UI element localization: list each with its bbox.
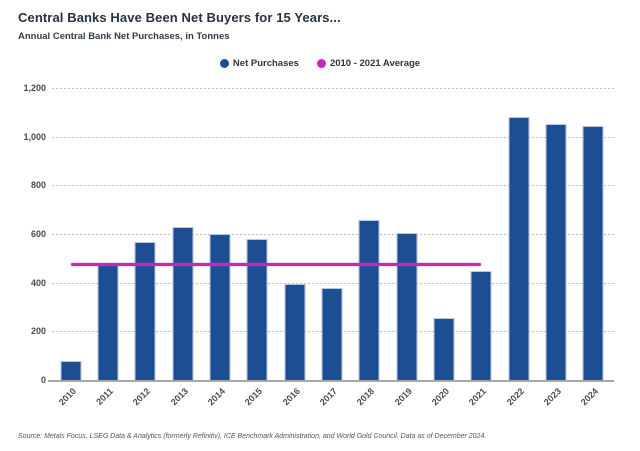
bar-2013 <box>172 226 194 380</box>
x-tick-label-2014: 2014 <box>205 386 228 408</box>
bar-2010 <box>60 360 82 380</box>
gridline <box>52 234 614 235</box>
bar-2023 <box>545 124 567 380</box>
legend-label: 2010 - 2021 Average <box>329 58 421 69</box>
x-tick-label-2023: 2023 <box>541 386 564 408</box>
x-tick-label-2013: 2013 <box>168 386 190 408</box>
x-tick-label-2024: 2024 <box>579 386 601 408</box>
bar-2012 <box>134 241 156 380</box>
bar-2022 <box>508 116 530 380</box>
legend-label: Net Purchases <box>232 58 299 69</box>
bar-2020 <box>433 317 455 380</box>
bar-2015 <box>246 238 268 380</box>
x-tick-label-2010: 2010 <box>56 386 78 408</box>
x-tick-label-2018: 2018 <box>355 386 377 408</box>
y-tick-label: 200 <box>30 326 46 337</box>
legend: Net Purchases 2010 - 2021 Average <box>0 58 640 69</box>
gridline <box>52 136 614 138</box>
x-tick-label-2017: 2017 <box>317 386 340 408</box>
source-note: Source: Metals Focus, LSEG Data & Analyt… <box>18 433 487 440</box>
y-tick-label: 600 <box>30 229 46 239</box>
y-tick-label: 800 <box>30 180 46 191</box>
bar-2024 <box>582 125 604 380</box>
x-tick-label-2020: 2020 <box>429 386 452 408</box>
gridline <box>52 88 614 89</box>
x-tick-label-2012: 2012 <box>131 386 153 408</box>
x-tick-label-2021: 2021 <box>467 386 489 408</box>
chart-subtitle: Annual Central Bank Net Purchases, in To… <box>18 31 230 42</box>
y-tick-label: 1,000 <box>23 131 46 142</box>
x-tick-label-2015: 2015 <box>243 386 265 408</box>
gridline <box>52 282 614 284</box>
bar-2017 <box>321 287 343 380</box>
x-tick-label-2011: 2011 <box>94 386 116 407</box>
average-dot-icon <box>316 59 326 68</box>
y-tick-label: 1,200 <box>23 83 46 93</box>
x-axis-line <box>48 380 614 382</box>
bar-2011 <box>97 262 119 380</box>
y-tick-label: 400 <box>30 277 46 288</box>
bar-2016 <box>284 283 306 380</box>
bar-2018 <box>358 220 380 380</box>
net-purchases-dot-icon <box>219 59 229 68</box>
legend-item-average: 2010 - 2021 Average <box>316 58 421 69</box>
bar-2014 <box>209 233 231 380</box>
bar-2019 <box>396 232 418 380</box>
y-tick-label: 0 <box>40 375 46 385</box>
x-tick-label-2016: 2016 <box>280 386 302 408</box>
x-tick-label-2019: 2019 <box>392 386 414 408</box>
plot-area: 0 200 400 600 800 1,000 1,200 2010 2011 2012 2013 2… <box>23 83 614 407</box>
chart-title: Central Banks Have Been Net Buyers for 1… <box>18 10 341 25</box>
average-line <box>70 263 482 267</box>
gridline <box>52 185 614 187</box>
legend-item-net-purchases: Net Purchases <box>219 58 299 69</box>
bar-2021 <box>470 270 492 380</box>
x-tick-label-2022: 2022 <box>504 386 526 408</box>
